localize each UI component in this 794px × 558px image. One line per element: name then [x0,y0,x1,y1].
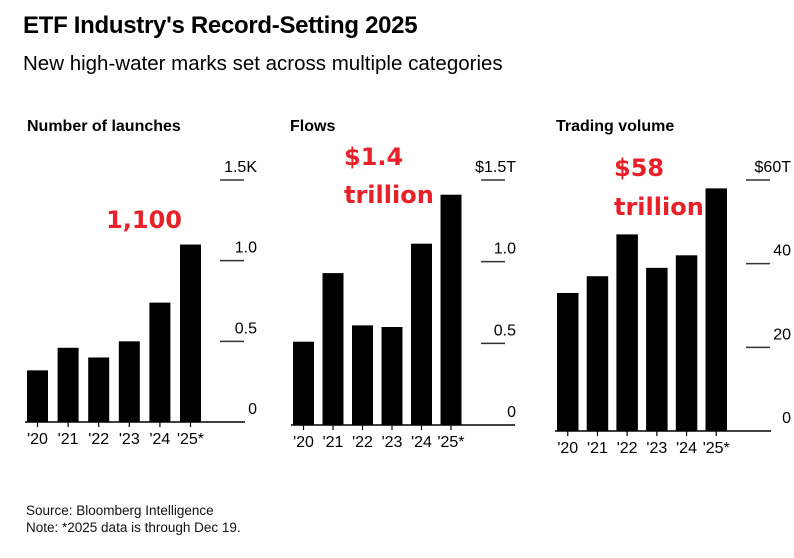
bar-trading-volume [705,188,727,431]
y-tick-label: 0.5 [494,322,516,339]
x-tick-label: '21 [587,440,608,457]
annotation-label: 1,100 [106,206,182,234]
annotation-label: trillion [614,193,704,221]
bar-launches [180,244,201,422]
x-tick-label: '20 [557,440,578,457]
annotation-label: $1.4 [344,143,403,171]
chart-launches: 0 0.5 1.0 1.5K '20 '21 '22 '23 '24 '25* 1,100 [25,159,257,448]
y-tick-label: 1.5K [224,159,257,176]
x-tick-label: '20 [293,434,314,451]
bar-trading-volume [557,292,579,431]
panel-title-launches: Number of launches [27,118,181,135]
bar-flows [381,327,403,425]
y-tick-label: 0 [248,401,257,418]
bar-launches [149,302,171,422]
chart-subtitle: New high-water marks set across multiple… [23,52,503,75]
x-tick-label: '22 [88,431,109,448]
bar-launches [118,341,140,422]
annotation-label: $58 [614,154,664,182]
x-tick-label: '23 [382,434,403,451]
x-tick-label: '24 [411,434,432,451]
y-tick-label: 1.0 [235,240,257,257]
bar-trading-volume [646,267,668,431]
chart-flows: 0 0.5 1.0 $1.5T '20 '21 '22 '23 '24 '25* $1.4 trill… [291,143,516,451]
y-tick-label: 0 [782,410,791,427]
x-tick-label: '24 [149,431,170,448]
y-tick-label: 0 [507,404,516,421]
chart-title: ETF Industry's Record-Setting 2025 [23,12,418,39]
x-tick-label: '21 [323,434,344,451]
y-tick-label: $60T [755,159,792,176]
x-tick-label: '22 [352,434,373,451]
bar-flows [440,194,462,425]
bar-launches [57,347,79,422]
x-tick-label: '25* [703,440,730,457]
bar-trading-volume [616,234,638,431]
chart-trading-volume: 0 20 40 $60T '20 '21 '22 '23 '24 '25* $58 trillion [555,154,791,457]
footnote: Note: *2025 data is through Dec 19. [26,520,241,535]
x-tick-label: '25* [177,431,204,448]
x-tick-label: '23 [646,440,667,457]
x-tick-label: '20 [27,431,48,448]
source-note: Source: Bloomberg Intelligence [26,503,214,518]
bar-launches [88,357,110,422]
y-tick-label: 0.5 [235,320,257,337]
x-tick-label: '24 [676,440,697,457]
y-tick-label: $1.5T [475,159,516,176]
y-tick-label: 20 [773,326,791,343]
x-tick-label: '23 [119,431,140,448]
bar-launches [27,370,48,422]
x-tick-label: '25* [437,434,464,451]
x-tick-label: '22 [617,440,638,457]
bar-flows [322,273,344,425]
bar-flows [293,341,314,425]
bar-flows [352,325,373,425]
bar-trading-volume [675,255,698,431]
bar-flows [411,243,432,425]
bar-trading-volume [586,276,609,431]
y-tick-label: 40 [773,243,791,260]
x-tick-label: '21 [58,431,79,448]
y-tick-label: 1.0 [494,241,516,258]
panel-title-trading-volume: Trading volume [556,118,675,135]
annotation-label: trillion [344,181,434,209]
panel-title-flows: Flows [290,118,336,135]
